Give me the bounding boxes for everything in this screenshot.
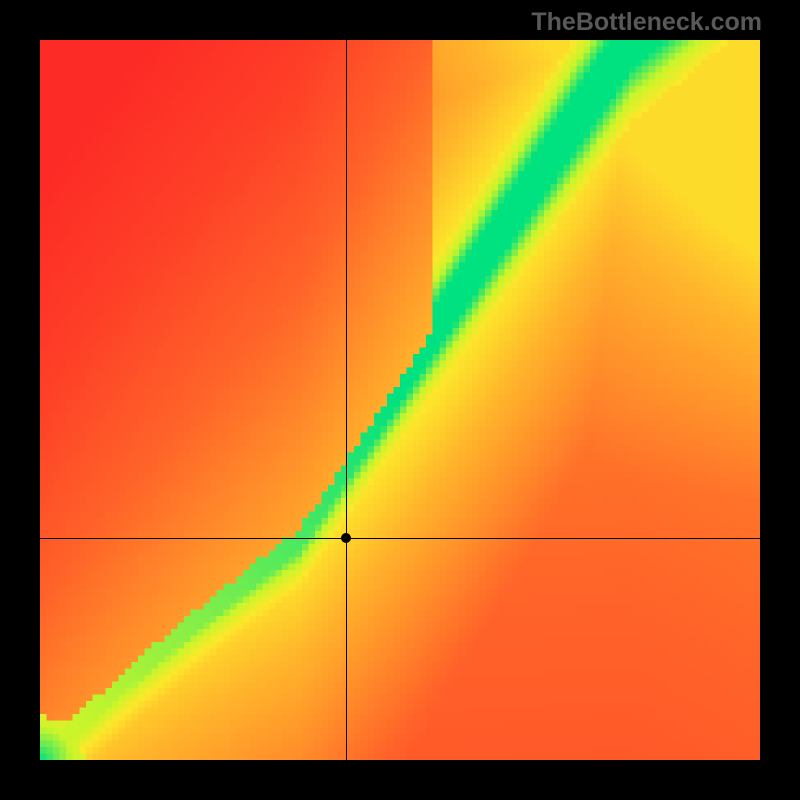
bottleneck-heatmap	[40, 40, 760, 760]
crosshair-marker	[341, 533, 351, 543]
crosshair-horizontal	[40, 538, 760, 539]
crosshair-vertical	[346, 40, 347, 760]
chart-stage: TheBottleneck.com	[0, 0, 800, 800]
watermark-text: TheBottleneck.com	[531, 8, 762, 37]
